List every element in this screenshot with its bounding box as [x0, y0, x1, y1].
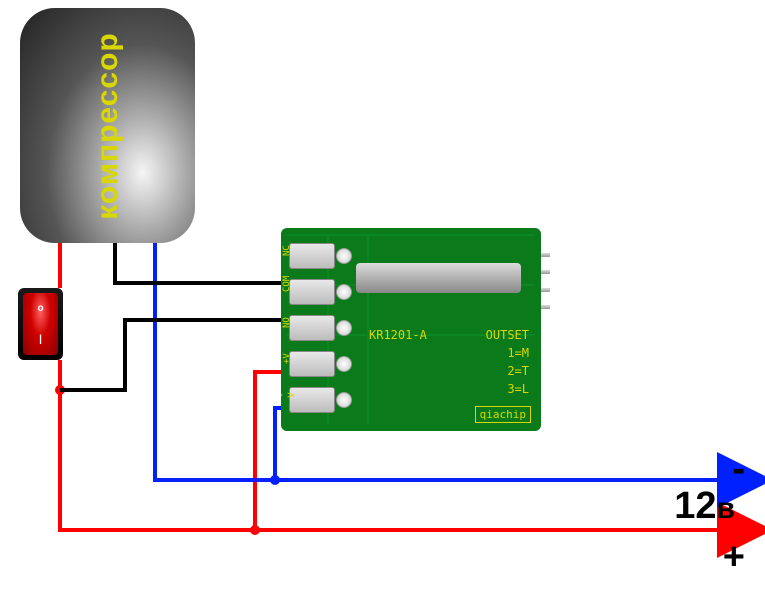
terminal-label-nc: NC: [282, 246, 292, 256]
switch-rocker: o |: [23, 293, 58, 355]
compressor-block: компрессор: [20, 8, 195, 243]
pcb-outset-label: OUTSET: [486, 328, 529, 342]
pcb-brand-label: qiachip: [475, 406, 531, 423]
relay-pcb: NC COM NO +V -V KR1201-A OUTSET 1=M 2=T …: [281, 228, 541, 431]
terminal-minus-v: -V: [289, 387, 335, 413]
pcb-mode-2: 2=T: [507, 364, 529, 378]
pcb-pin-header: [541, 246, 550, 316]
terminal-label-com: COM: [282, 282, 292, 292]
pin: [541, 288, 550, 292]
compressor-label: компрессор: [91, 32, 125, 220]
terminal-plus-v: +V: [289, 351, 335, 377]
voltage-value: 12: [674, 485, 716, 527]
relay-component: [356, 263, 521, 293]
terminal-nc: NC: [289, 243, 335, 269]
terminal-label-minusv: -V: [277, 390, 297, 400]
terminal-label-no: NO: [282, 318, 292, 328]
pin: [541, 305, 550, 309]
terminal-label-plusv: +V: [282, 354, 292, 364]
pin: [541, 270, 550, 274]
voltage-unit: в: [717, 492, 735, 525]
pin: [541, 253, 550, 257]
switch-mark-off: |: [39, 334, 42, 345]
power-switch[interactable]: o |: [18, 288, 63, 360]
terminal-com: COM: [289, 279, 335, 305]
terminal-no: NO: [289, 315, 335, 341]
voltage-label: 12в: [674, 485, 735, 528]
plus-label: +: [723, 536, 745, 579]
switch-mark-on: o: [37, 303, 43, 314]
pcb-model-label: KR1201-A: [369, 328, 427, 342]
terminal-block: NC COM NO +V -V: [289, 238, 344, 418]
pcb-mode-1: 1=M: [507, 346, 529, 360]
pcb-mode-3: 3=L: [507, 382, 529, 396]
